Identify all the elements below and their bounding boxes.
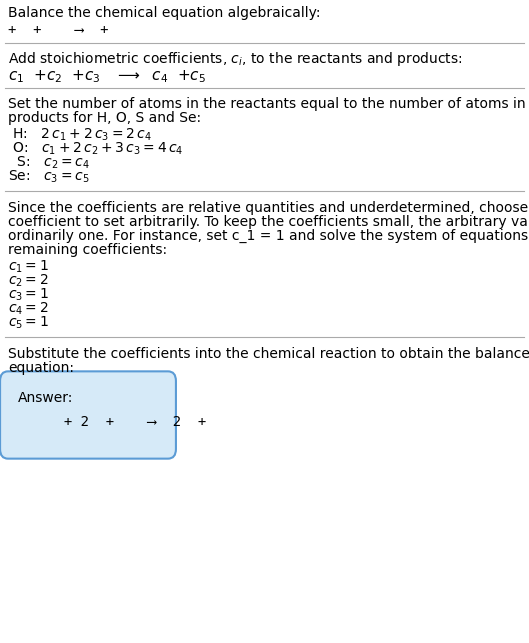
Text: Answer:: Answer:: [18, 391, 74, 405]
Text: Balance the chemical equation algebraically:: Balance the chemical equation algebraica…: [8, 6, 321, 20]
Text: O:   $c_1 + 2\,c_2 + 3\,c_3 = 4\,c_4$: O: $c_1 + 2\,c_2 + 3\,c_3 = 4\,c_4$: [8, 141, 184, 158]
Text: products for H, O, S and Se:: products for H, O, S and Se:: [8, 111, 201, 125]
Text: + 2  +    ⟶  2  +: + 2 + ⟶ 2 +: [22, 415, 206, 429]
Text: $c_1 = 1$: $c_1 = 1$: [8, 259, 49, 275]
Text: coefficient to set arbitrarily. To keep the coefficients small, the arbitrary va: coefficient to set arbitrarily. To keep …: [8, 215, 529, 229]
Text: equation:: equation:: [8, 361, 74, 375]
Text: H:   $2\,c_1 + 2\,c_3 = 2\,c_4$: H: $2\,c_1 + 2\,c_3 = 2\,c_4$: [8, 127, 152, 143]
Text: S:   $c_2 = c_4$: S: $c_2 = c_4$: [8, 155, 90, 172]
Text: $c_1$  +$c_2$  +$c_3$   $\longrightarrow$  $c_4$  +$c_5$: $c_1$ +$c_2$ +$c_3$ $\longrightarrow$ $c…: [8, 68, 206, 85]
Text: remaining coefficients:: remaining coefficients:: [8, 243, 167, 257]
Text: $c_3 = 1$: $c_3 = 1$: [8, 287, 49, 303]
Text: Since the coefficients are relative quantities and underdetermined, choose a: Since the coefficients are relative quan…: [8, 201, 529, 215]
Text: ordinarily one. For instance, set c_1 = 1 and solve the system of equations for : ordinarily one. For instance, set c_1 = …: [8, 229, 529, 243]
Text: Set the number of atoms in the reactants equal to the number of atoms in the: Set the number of atoms in the reactants…: [8, 97, 529, 111]
Text: Substitute the coefficients into the chemical reaction to obtain the balanced: Substitute the coefficients into the che…: [8, 347, 529, 361]
Text: $c_2 = 2$: $c_2 = 2$: [8, 273, 49, 289]
Text: Add stoichiometric coefficients, $c_i$, to the reactants and products:: Add stoichiometric coefficients, $c_i$, …: [8, 50, 463, 68]
Text: +  +    ⟶  +: + + ⟶ +: [8, 23, 108, 37]
Text: $c_5 = 1$: $c_5 = 1$: [8, 315, 49, 331]
Text: $c_4 = 2$: $c_4 = 2$: [8, 301, 49, 318]
Text: Se:   $c_3 = c_5$: Se: $c_3 = c_5$: [8, 169, 89, 185]
